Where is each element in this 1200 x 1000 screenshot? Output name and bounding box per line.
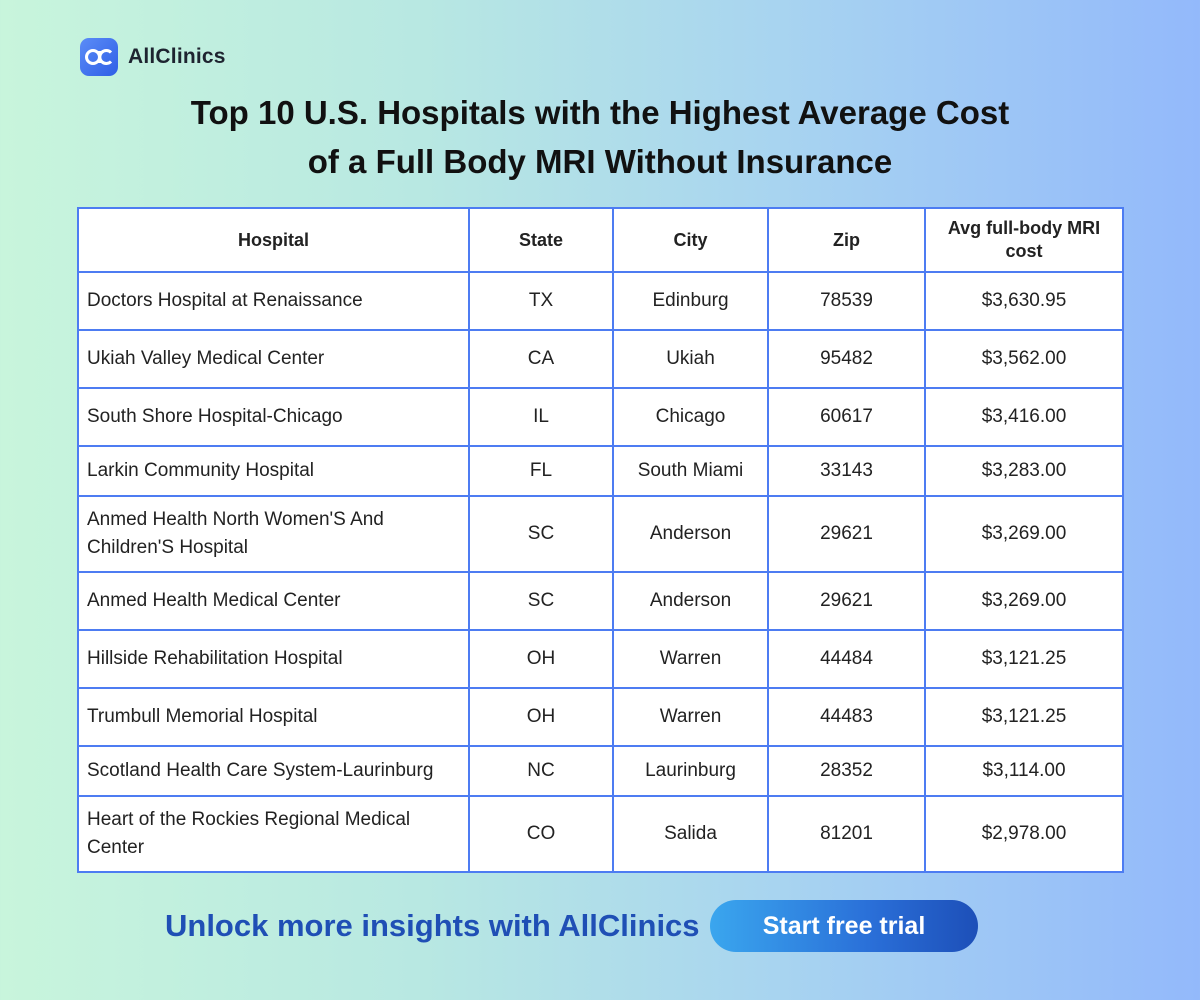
column-header-zip: Zip (767, 207, 926, 273)
cta-text: Unlock more insights with AllClinics (165, 908, 700, 943)
cell-city: Ukiah (612, 329, 769, 389)
column-header-city: City (612, 207, 769, 273)
allclinics-logo-icon (80, 38, 118, 76)
table-row: Ukiah Valley Medical Center CA Ukiah 954… (77, 329, 1124, 389)
cell-hospital: Trumbull Memorial Hospital (77, 687, 470, 747)
logo-glyph (85, 49, 113, 65)
table-header-row: Hospital State City Zip Avg full-body MR… (77, 207, 1124, 273)
cell-state: SC (468, 571, 614, 631)
cell-city: Salida (612, 795, 769, 873)
column-header-cost: Avg full-body MRI cost (924, 207, 1124, 273)
cell-hospital: South Shore Hospital-Chicago (77, 387, 470, 447)
table-row: Hillside Rehabilitation Hospital OH Warr… (77, 629, 1124, 689)
cell-state: CO (468, 795, 614, 873)
cell-zip: 81201 (767, 795, 926, 873)
cell-hospital: Anmed Health Medical Center (77, 571, 470, 631)
table-row: South Shore Hospital-Chicago IL Chicago … (77, 387, 1124, 447)
table-row: Scotland Health Care System-Laurinburg N… (77, 745, 1124, 797)
cell-city: Anderson (612, 571, 769, 631)
hospital-cost-table: Hospital State City Zip Avg full-body MR… (77, 207, 1124, 873)
cell-city: Warren (612, 629, 769, 689)
brand-name: AllClinics (128, 45, 226, 68)
table-row: Anmed Health North Women'S And Children'… (77, 495, 1124, 573)
table-row: Heart of the Rockies Regional Medical Ce… (77, 795, 1124, 873)
cell-cost: $3,630.95 (924, 271, 1124, 331)
cell-hospital: Hillside Rehabilitation Hospital (77, 629, 470, 689)
cell-cost: $3,114.00 (924, 745, 1124, 797)
cell-hospital: Heart of the Rockies Regional Medical Ce… (77, 795, 470, 873)
cell-zip: 44483 (767, 687, 926, 747)
cell-state: SC (468, 495, 614, 573)
cell-city: Edinburg (612, 271, 769, 331)
start-free-trial-button[interactable]: Start free trial (710, 900, 978, 952)
cell-zip: 44484 (767, 629, 926, 689)
cell-zip: 95482 (767, 329, 926, 389)
cell-state: CA (468, 329, 614, 389)
cell-state: NC (468, 745, 614, 797)
cell-hospital: Anmed Health North Women'S And Children'… (77, 495, 470, 573)
cell-zip: 29621 (767, 571, 926, 631)
cell-state: FL (468, 445, 614, 497)
cell-hospital: Ukiah Valley Medical Center (77, 329, 470, 389)
cell-state: TX (468, 271, 614, 331)
page-title-line-1: Top 10 U.S. Hospitals with the Highest A… (190, 94, 1010, 131)
cell-city: Chicago (612, 387, 769, 447)
cell-state: OH (468, 687, 614, 747)
cell-hospital: Scotland Health Care System-Laurinburg (77, 745, 470, 797)
cell-cost: $3,283.00 (924, 445, 1124, 497)
cell-hospital: Larkin Community Hospital (77, 445, 470, 497)
cell-cost: $3,416.00 (924, 387, 1124, 447)
cell-state: OH (468, 629, 614, 689)
cell-zip: 28352 (767, 745, 926, 797)
cell-city: South Miami (612, 445, 769, 497)
cell-cost: $3,121.25 (924, 629, 1124, 689)
table-row: Larkin Community Hospital FL South Miami… (77, 445, 1124, 497)
table-row: Anmed Health Medical Center SC Anderson … (77, 571, 1124, 631)
cell-zip: 60617 (767, 387, 926, 447)
cell-cost: $3,121.25 (924, 687, 1124, 747)
table-row: Trumbull Memorial Hospital OH Warren 444… (77, 687, 1124, 747)
cell-cost: $3,269.00 (924, 495, 1124, 573)
cell-zip: 78539 (767, 271, 926, 331)
cell-cost: $3,269.00 (924, 571, 1124, 631)
cell-city: Anderson (612, 495, 769, 573)
column-header-hospital: Hospital (77, 207, 470, 273)
cell-city: Warren (612, 687, 769, 747)
page-title: Top 10 U.S. Hospitals with the Highest A… (0, 88, 1200, 186)
cell-city: Laurinburg (612, 745, 769, 797)
page-title-line-2: of a Full Body MRI Without Insurance (307, 143, 893, 180)
cell-zip: 29621 (767, 495, 926, 573)
table-row: Doctors Hospital at Renaissance TX Edinb… (77, 271, 1124, 331)
cell-cost: $3,562.00 (924, 329, 1124, 389)
cell-cost: $2,978.00 (924, 795, 1124, 873)
cell-state: IL (468, 387, 614, 447)
column-header-state: State (468, 207, 614, 273)
cell-hospital: Doctors Hospital at Renaissance (77, 271, 470, 331)
cell-zip: 33143 (767, 445, 926, 497)
brand: AllClinics (80, 38, 226, 76)
